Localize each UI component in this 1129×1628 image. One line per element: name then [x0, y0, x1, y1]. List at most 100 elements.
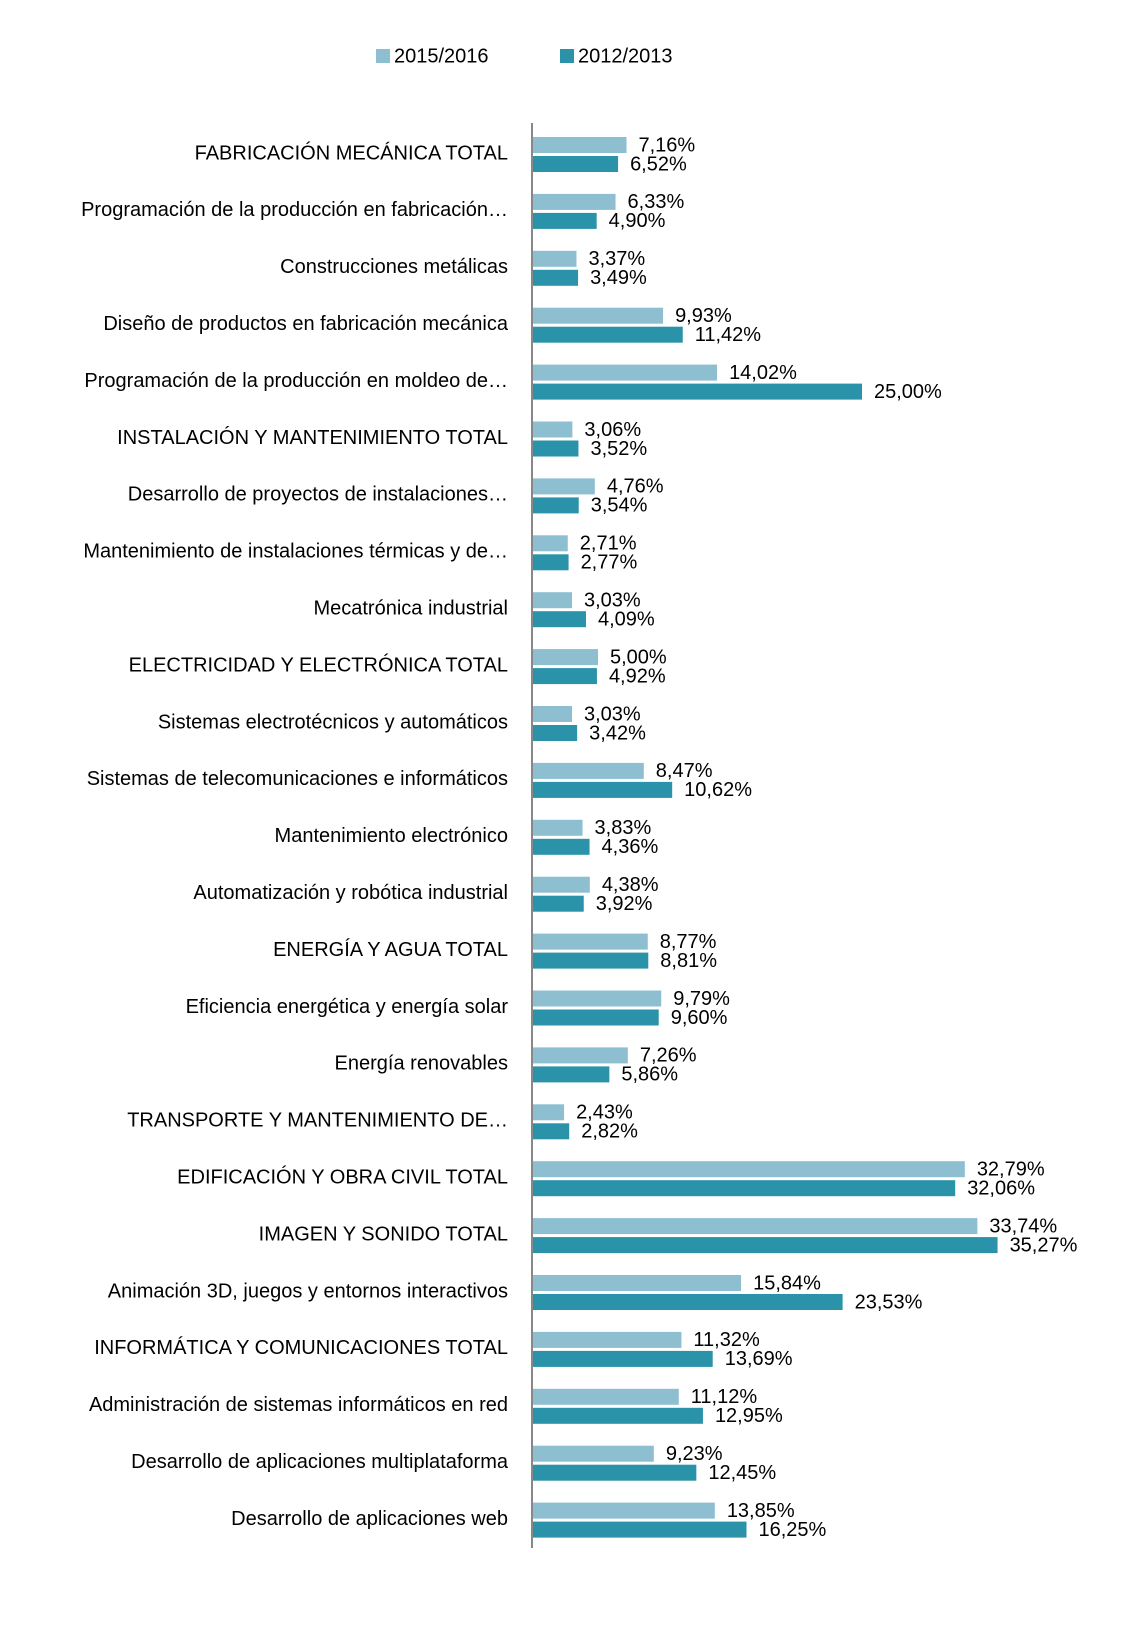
bar	[532, 1161, 965, 1178]
bar	[532, 706, 572, 722]
value-label: 3,83%	[595, 817, 652, 839]
value-label: 9,60%	[671, 1007, 728, 1029]
bar	[532, 1331, 682, 1348]
value-label: 9,79%	[673, 988, 730, 1010]
value-label: 16,25%	[759, 1519, 827, 1541]
category-label: ENERGÍA Y AGUA TOTAL	[273, 938, 508, 961]
value-label: 3,06%	[584, 419, 641, 441]
value-label: 23,53%	[855, 1291, 923, 1313]
bar	[532, 1180, 956, 1197]
bar	[532, 1464, 697, 1481]
bar	[532, 819, 583, 836]
bar	[532, 592, 572, 609]
value-label: 15,84%	[753, 1272, 821, 1294]
value-label: 3,92%	[596, 893, 653, 915]
bar	[532, 1047, 628, 1064]
category-label: INSTALACIÓN Y MANTENIMIENTO TOTAL	[117, 426, 508, 449]
category-label: Mantenimiento electrónico	[275, 825, 508, 847]
value-label: 8,81%	[660, 950, 717, 972]
bar	[532, 1123, 570, 1140]
bar	[532, 611, 586, 628]
bar	[532, 1066, 610, 1083]
category-label: Programación de la producción en moldeo …	[84, 370, 508, 392]
value-label: 4,09%	[598, 608, 655, 630]
bar	[532, 156, 619, 172]
bar	[532, 383, 862, 400]
bar	[532, 838, 590, 855]
bar	[532, 440, 579, 457]
bar	[532, 649, 598, 666]
bar	[532, 781, 673, 798]
value-label: 3,03%	[584, 703, 641, 725]
bar	[532, 990, 662, 1007]
bar	[532, 1445, 654, 1462]
value-label: 3,52%	[590, 438, 647, 460]
bar	[532, 1237, 998, 1254]
value-label: 3,42%	[589, 722, 646, 744]
bar	[532, 1104, 565, 1121]
legend-swatch	[376, 49, 390, 63]
value-label: 2,77%	[581, 552, 638, 574]
value-label: 3,03%	[584, 589, 641, 611]
category-label: Sistemas de telecomunicaciones e informá…	[87, 768, 508, 790]
value-label: 32,79%	[977, 1158, 1045, 1180]
category-label: Eficiencia energética y energía solar	[186, 996, 509, 1018]
category-label: Programación de la producción en fabrica…	[81, 199, 508, 221]
value-label: 33,74%	[989, 1215, 1057, 1237]
bar	[532, 307, 664, 324]
bar	[532, 535, 568, 552]
value-label: 2,71%	[580, 533, 637, 555]
value-label: 3,37%	[588, 248, 645, 270]
bar	[532, 725, 578, 741]
category-label: Mantenimiento de instalaciones térmicas …	[83, 541, 508, 563]
value-label: 5,00%	[610, 646, 667, 668]
category-label: Mecatrónica industrial	[313, 597, 508, 619]
value-label: 4,90%	[609, 210, 666, 232]
category-label: ELECTRICIDAD Y ELECTRÓNICA TOTAL	[129, 653, 508, 676]
value-label: 8,47%	[656, 760, 713, 782]
value-label: 8,77%	[660, 931, 717, 953]
value-label: 4,76%	[607, 476, 664, 498]
bar	[532, 762, 644, 779]
value-label: 10,62%	[684, 779, 752, 801]
category-label: EDIFICACIÓN Y OBRA CIVIL TOTAL	[177, 1165, 508, 1188]
value-label: 7,16%	[639, 134, 696, 156]
value-label: 6,33%	[628, 191, 685, 213]
category-label: Construcciones metálicas	[280, 256, 508, 278]
legend-label: 2015/2016	[394, 45, 489, 67]
value-label: 11,32%	[693, 1329, 760, 1351]
value-label: 12,95%	[715, 1405, 783, 1427]
category-label: Energía renovables	[335, 1053, 508, 1075]
category-label: Desarrollo de aplicaciones multiplatafor…	[131, 1451, 509, 1473]
category-label: Diseño de productos en fabricación mecán…	[103, 313, 509, 335]
category-label: TRANSPORTE Y MANTENIMIENTO DE…	[127, 1110, 508, 1132]
value-label: 2,43%	[576, 1102, 633, 1124]
value-label: 6,52%	[630, 153, 687, 175]
bar	[532, 1521, 747, 1538]
value-label: 3,49%	[590, 267, 647, 289]
category-label: Sistemas electrotécnicos y automáticos	[158, 711, 508, 733]
bar	[532, 668, 597, 685]
value-label: 4,92%	[609, 665, 666, 687]
value-label: 11,42%	[695, 324, 762, 346]
category-label: Animación 3D, juegos y entornos interact…	[108, 1280, 508, 1302]
bar	[532, 1218, 978, 1235]
category-label: IMAGEN Y SONIDO TOTAL	[259, 1223, 508, 1245]
value-label: 9,23%	[666, 1443, 723, 1465]
value-label: 4,38%	[602, 874, 659, 896]
value-label: 2,82%	[581, 1121, 638, 1143]
value-label: 7,26%	[640, 1045, 697, 1067]
bar	[532, 1009, 659, 1026]
value-label: 32,06%	[967, 1177, 1035, 1199]
value-label: 25,00%	[874, 381, 942, 403]
bar	[532, 952, 649, 969]
bar	[532, 478, 595, 495]
legend-label: 2012/2013	[578, 45, 673, 67]
value-label: 35,27%	[1010, 1234, 1078, 1256]
bar	[532, 326, 683, 343]
category-label: Desarrollo de aplicaciones web	[231, 1508, 508, 1530]
bar	[532, 269, 579, 286]
bar	[532, 497, 579, 514]
bar	[532, 250, 577, 267]
